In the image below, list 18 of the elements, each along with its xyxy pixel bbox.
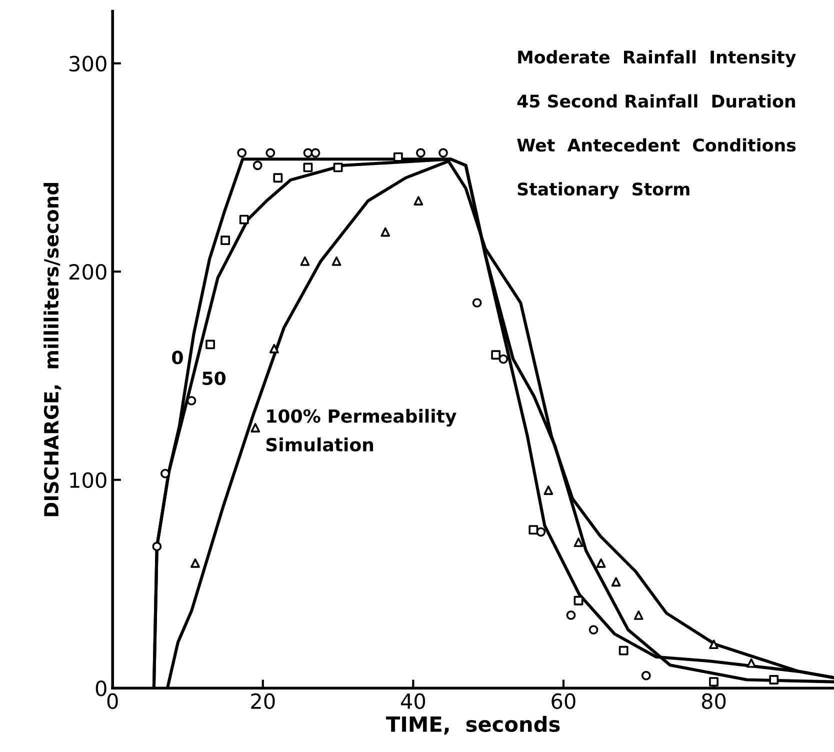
- series-label: 100% Permeability Simulation: [266, 408, 456, 452]
- x-tick-label: 0: [107, 693, 118, 710]
- x-tick-label: 80: [702, 693, 726, 710]
- annotation: Stationary Storm: [518, 182, 690, 200]
- x-tick-label: 60: [552, 693, 576, 710]
- y-tick-label: 100: [70, 472, 106, 488]
- x-tick-label: 40: [400, 693, 426, 710]
- annotation: Moderate Rainfall Intensity: [518, 50, 796, 68]
- y-tick-label: 0: [96, 680, 106, 696]
- series-label: 50: [202, 371, 226, 386]
- annotation: Wet Antecedent Conditions: [517, 138, 796, 152]
- x-axis-title: TIME, seconds: [386, 716, 560, 735]
- y-tick-label: 200: [69, 264, 106, 280]
- y-tick-label: 300: [70, 56, 106, 72]
- y-axis-title: DISCHARGE, milliliters/second: [44, 183, 62, 516]
- annotation: 45 Second Rainfall Duration: [517, 94, 795, 108]
- x-tick-label: 20: [251, 693, 275, 710]
- series-label: 0: [172, 350, 183, 364]
